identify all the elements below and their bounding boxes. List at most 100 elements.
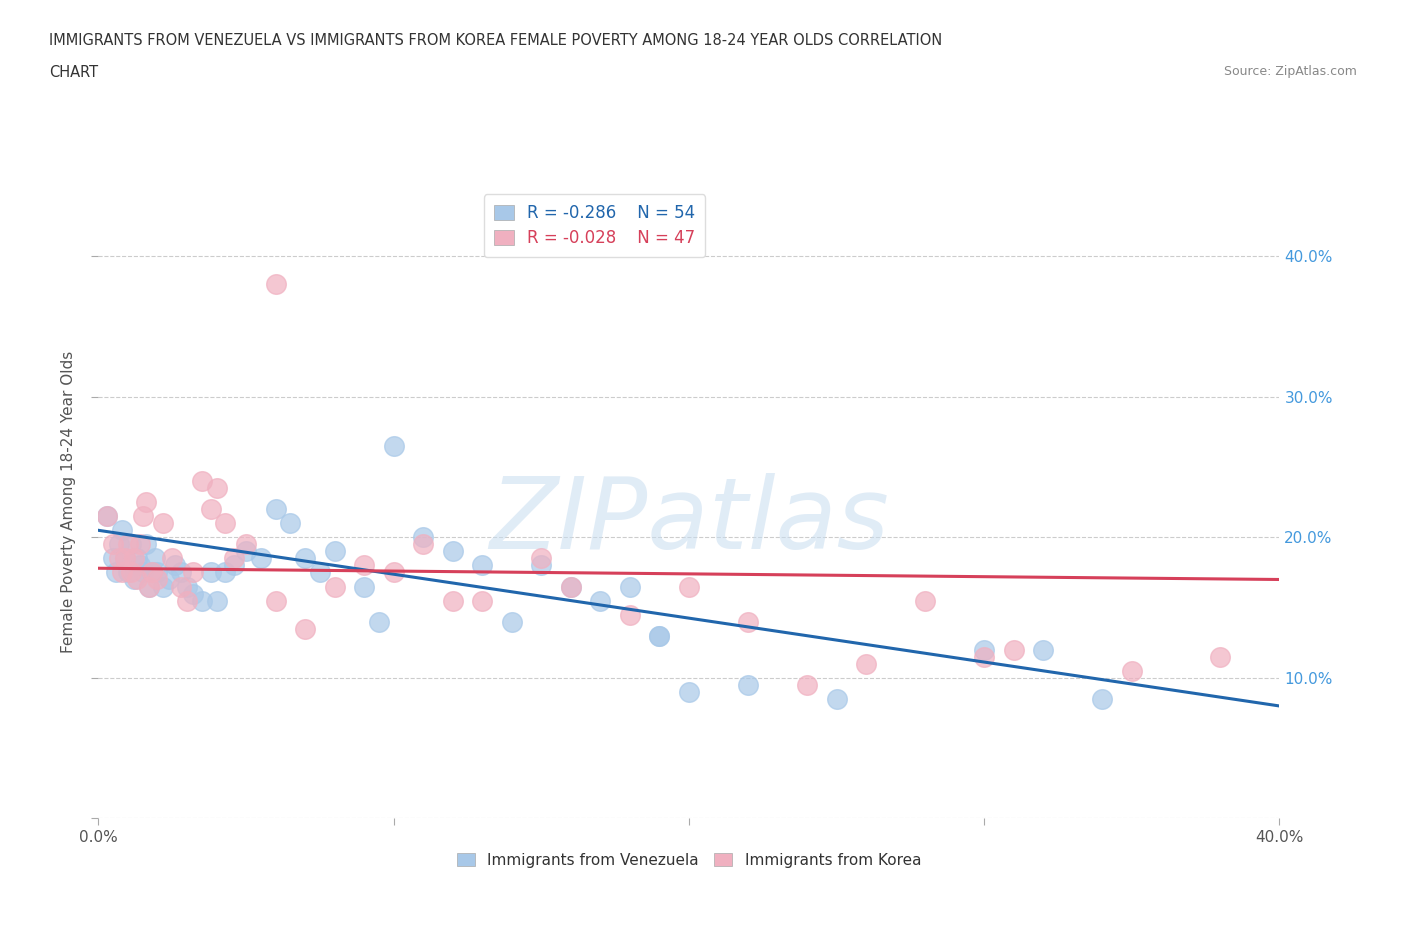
Point <box>353 558 375 573</box>
Y-axis label: Female Poverty Among 18-24 Year Olds: Female Poverty Among 18-24 Year Olds <box>60 352 76 653</box>
Point <box>412 537 434 551</box>
Point <box>165 558 187 573</box>
Point <box>108 537 131 551</box>
Legend: Immigrants from Venezuela, Immigrants from Korea: Immigrants from Venezuela, Immigrants fr… <box>450 846 928 874</box>
Point <box>135 495 157 510</box>
Text: Source: ZipAtlas.com: Source: ZipAtlas.com <box>1223 65 1357 78</box>
Point <box>382 439 405 454</box>
Point <box>235 537 257 551</box>
Point <box>200 565 222 580</box>
Point <box>560 579 582 594</box>
Point <box>176 593 198 608</box>
Point <box>1121 663 1143 678</box>
Point <box>125 572 148 587</box>
Point <box>214 565 236 580</box>
Point <box>353 579 375 594</box>
Point <box>224 558 246 573</box>
Point <box>105 565 128 580</box>
Point <box>205 481 228 496</box>
Point <box>294 551 316 565</box>
Point <box>103 537 125 551</box>
Point <box>648 629 671 644</box>
Point <box>1209 649 1232 664</box>
Point <box>132 565 155 580</box>
Point <box>146 572 169 587</box>
Point <box>200 502 222 517</box>
Point <box>619 579 641 594</box>
Point <box>737 614 759 629</box>
Point <box>323 544 346 559</box>
Point <box>973 649 995 664</box>
Point <box>796 677 818 692</box>
Point <box>441 593 464 608</box>
Point <box>914 593 936 608</box>
Point <box>264 277 287 292</box>
Point <box>825 692 848 707</box>
Point <box>368 614 391 629</box>
Point <box>224 551 246 565</box>
Point <box>138 579 160 594</box>
Point <box>111 523 134 538</box>
Point <box>152 516 174 531</box>
Point <box>1032 643 1054 658</box>
Point <box>170 579 193 594</box>
Point <box>111 565 134 580</box>
Point <box>619 607 641 622</box>
Point <box>382 565 405 580</box>
Point <box>235 544 257 559</box>
Point <box>737 677 759 692</box>
Point <box>157 572 180 587</box>
Point <box>103 551 125 565</box>
Point <box>250 551 273 565</box>
Point <box>214 516 236 531</box>
Point <box>1091 692 1114 707</box>
Point <box>122 551 145 565</box>
Point <box>648 629 671 644</box>
Point <box>117 537 139 551</box>
Point <box>530 551 553 565</box>
Point <box>530 558 553 573</box>
Text: CHART: CHART <box>49 65 98 80</box>
Point <box>678 579 700 594</box>
Point <box>135 537 157 551</box>
Point <box>170 565 193 580</box>
Point <box>560 579 582 594</box>
Point <box>1002 643 1025 658</box>
Point <box>120 565 142 580</box>
Point <box>264 593 287 608</box>
Point <box>114 551 136 565</box>
Point <box>181 565 204 580</box>
Point <box>108 551 131 565</box>
Point <box>96 509 118 524</box>
Point <box>191 473 214 488</box>
Point <box>128 558 150 573</box>
Point <box>181 586 204 601</box>
Point <box>152 579 174 594</box>
Point <box>205 593 228 608</box>
Point <box>114 551 136 565</box>
Point <box>143 551 166 565</box>
Text: IMMIGRANTS FROM VENEZUELA VS IMMIGRANTS FROM KOREA FEMALE POVERTY AMONG 18-24 YE: IMMIGRANTS FROM VENEZUELA VS IMMIGRANTS … <box>49 33 942 47</box>
Point <box>141 565 163 580</box>
Point <box>412 530 434 545</box>
Point <box>309 565 332 580</box>
Point <box>973 643 995 658</box>
Point <box>264 502 287 517</box>
Point <box>191 593 214 608</box>
Point <box>122 572 145 587</box>
Point <box>138 579 160 594</box>
Point <box>162 551 183 565</box>
Point <box>141 565 163 580</box>
Point <box>471 593 494 608</box>
Point <box>96 509 118 524</box>
Point <box>471 558 494 573</box>
Text: ZIPatlas: ZIPatlas <box>489 472 889 570</box>
Point <box>280 516 302 531</box>
Point <box>589 593 612 608</box>
Point <box>120 537 142 551</box>
Point <box>294 621 316 636</box>
Point <box>678 684 700 699</box>
Point <box>132 509 155 524</box>
Point <box>146 565 169 580</box>
Point <box>323 579 346 594</box>
